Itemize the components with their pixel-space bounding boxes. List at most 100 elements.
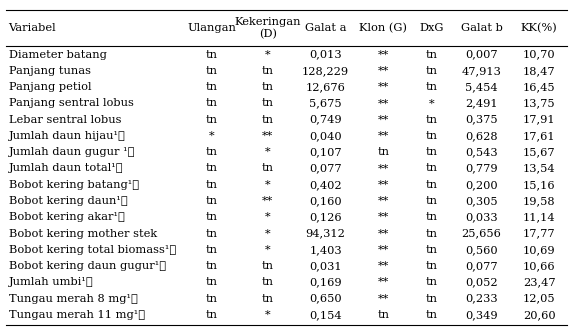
Text: Jumlah daun gugur ¹⧀: Jumlah daun gugur ¹⧀ — [9, 147, 135, 157]
Text: *: * — [265, 228, 270, 239]
Text: Jumlah umbi¹⧀: Jumlah umbi¹⧀ — [9, 277, 93, 288]
Text: Bobot kering total biomass¹⧀: Bobot kering total biomass¹⧀ — [9, 245, 176, 255]
Text: 17,91: 17,91 — [523, 115, 555, 125]
Text: 0,107: 0,107 — [309, 147, 342, 157]
Text: 47,913: 47,913 — [461, 66, 501, 76]
Text: tn: tn — [262, 293, 274, 304]
Text: 0,126: 0,126 — [309, 212, 342, 222]
Text: tn: tn — [262, 82, 274, 92]
Text: **: ** — [378, 293, 389, 304]
Text: 0,375: 0,375 — [465, 115, 498, 125]
Text: 10,70: 10,70 — [523, 49, 555, 60]
Text: 0,169: 0,169 — [309, 277, 342, 288]
Text: tn: tn — [426, 49, 438, 60]
Text: tn: tn — [426, 212, 438, 222]
Text: 11,14: 11,14 — [523, 212, 555, 222]
Text: *: * — [265, 49, 270, 60]
Text: 18,47: 18,47 — [523, 66, 555, 76]
Text: Bobot kering mother stek: Bobot kering mother stek — [9, 228, 157, 239]
Text: Bobot kering daun¹⧀: Bobot kering daun¹⧀ — [9, 196, 127, 206]
Text: *: * — [265, 180, 270, 190]
Text: **: ** — [378, 163, 389, 174]
Text: 16,45: 16,45 — [523, 82, 555, 92]
Text: 5,454: 5,454 — [465, 82, 498, 92]
Text: 17,77: 17,77 — [523, 228, 555, 239]
Text: **: ** — [378, 228, 389, 239]
Text: 0,052: 0,052 — [465, 277, 498, 288]
Text: **: ** — [378, 82, 389, 92]
Text: 94,312: 94,312 — [305, 228, 346, 239]
Text: 10,69: 10,69 — [523, 245, 555, 255]
Text: tn: tn — [206, 261, 218, 271]
Text: **: ** — [378, 261, 389, 271]
Text: tn: tn — [206, 277, 218, 288]
Text: tn: tn — [262, 66, 274, 76]
Text: tn: tn — [426, 196, 438, 206]
Text: 0,160: 0,160 — [309, 196, 342, 206]
Text: *: * — [265, 212, 270, 222]
Text: tn: tn — [206, 147, 218, 157]
Text: 0,543: 0,543 — [465, 147, 498, 157]
Text: 12,05: 12,05 — [523, 293, 555, 304]
Text: DxG: DxG — [419, 23, 444, 33]
Text: Bobot kering daun gugur¹⧀: Bobot kering daun gugur¹⧀ — [9, 261, 166, 271]
Text: **: ** — [378, 212, 389, 222]
Text: tn: tn — [206, 82, 218, 92]
Text: 15,16: 15,16 — [523, 180, 555, 190]
Text: *: * — [265, 245, 270, 255]
Text: *: * — [429, 98, 434, 109]
Text: tn: tn — [426, 131, 438, 141]
Text: Bobot kering akar¹⧀: Bobot kering akar¹⧀ — [9, 212, 124, 222]
Text: 2,491: 2,491 — [465, 98, 498, 109]
Text: 0,349: 0,349 — [465, 310, 498, 320]
Text: tn: tn — [206, 228, 218, 239]
Text: Variabel: Variabel — [9, 23, 56, 33]
Text: 15,67: 15,67 — [523, 147, 555, 157]
Text: 0,749: 0,749 — [309, 115, 342, 125]
Text: tn: tn — [377, 310, 389, 320]
Text: **: ** — [262, 131, 273, 141]
Text: 0,077: 0,077 — [465, 261, 498, 271]
Text: *: * — [265, 310, 270, 320]
Text: Panjang tunas: Panjang tunas — [9, 66, 91, 76]
Text: 17,61: 17,61 — [523, 131, 555, 141]
Text: tn: tn — [262, 98, 274, 109]
Text: *: * — [209, 131, 214, 141]
Text: Tungau merah 8 mg¹⧀: Tungau merah 8 mg¹⧀ — [9, 293, 138, 304]
Text: 0,007: 0,007 — [465, 49, 498, 60]
Text: tn: tn — [206, 245, 218, 255]
Text: tn: tn — [206, 98, 218, 109]
Text: 0,402: 0,402 — [309, 180, 342, 190]
Text: tn: tn — [426, 277, 438, 288]
Text: Kekeringan
(D): Kekeringan (D) — [234, 17, 301, 39]
Text: 12,676: 12,676 — [305, 82, 346, 92]
Text: **: ** — [378, 98, 389, 109]
Text: **: ** — [378, 115, 389, 125]
Text: tn: tn — [206, 196, 218, 206]
Text: tn: tn — [426, 245, 438, 255]
Text: Panjang sentral lobus: Panjang sentral lobus — [9, 98, 134, 109]
Text: 128,229: 128,229 — [302, 66, 349, 76]
Text: 0,779: 0,779 — [465, 163, 498, 174]
Text: Diameter batang: Diameter batang — [9, 49, 107, 60]
Text: **: ** — [262, 196, 273, 206]
Text: tn: tn — [262, 115, 274, 125]
Text: **: ** — [378, 196, 389, 206]
Text: tn: tn — [426, 163, 438, 174]
Text: 0,031: 0,031 — [309, 261, 342, 271]
Text: tn: tn — [426, 310, 438, 320]
Text: KK(%): KK(%) — [521, 23, 558, 34]
Text: Lebar sentral lobus: Lebar sentral lobus — [9, 115, 121, 125]
Text: Jumlah daun hijau¹⧀: Jumlah daun hijau¹⧀ — [9, 131, 125, 141]
Text: Galat b: Galat b — [461, 23, 503, 33]
Text: tn: tn — [206, 310, 218, 320]
Text: Ulangan: Ulangan — [187, 23, 236, 33]
Text: Panjang petiol: Panjang petiol — [9, 82, 91, 92]
Text: Klon (G): Klon (G) — [359, 23, 407, 34]
Text: tn: tn — [426, 115, 438, 125]
Text: Bobot kering batang¹⧀: Bobot kering batang¹⧀ — [9, 180, 139, 190]
Text: 0,077: 0,077 — [309, 163, 342, 174]
Text: tn: tn — [377, 147, 389, 157]
Text: 0,013: 0,013 — [309, 49, 342, 60]
Text: tn: tn — [206, 180, 218, 190]
